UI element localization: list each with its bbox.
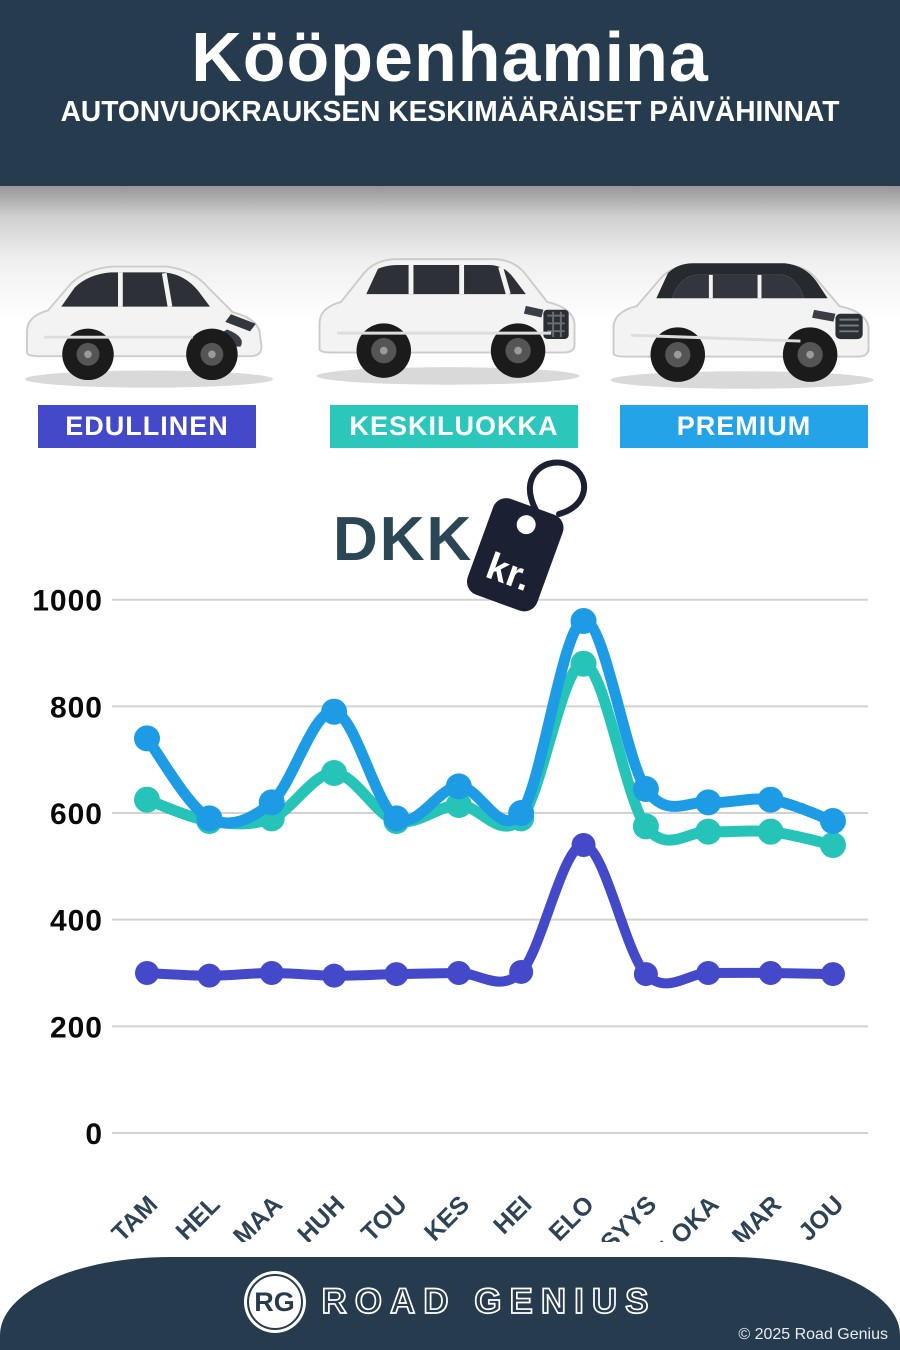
x-month-label: SYYS [595, 1190, 662, 1242]
logo-monogram: RG [254, 1286, 295, 1317]
budget-hatchback-image [25, 265, 273, 388]
data-point-premium [445, 773, 472, 800]
premium-suv-image [610, 263, 874, 389]
data-point-premium [632, 776, 659, 803]
midsize-suv-image [316, 258, 580, 385]
currency-logo: DKK kr. [325, 452, 605, 617]
data-point-premium [383, 805, 410, 832]
price-chart-svg: 0 200 400 600 800 1000 TAM HEL MAA HUH TOU KES HEI EL… [32, 585, 868, 1260]
y-tick-label: 1000 [32, 585, 103, 618]
data-point-premium [757, 786, 784, 813]
data-point-keskiluokka [445, 792, 472, 819]
price-tag-icon: kr. [466, 459, 588, 612]
x-month-label: HEI [488, 1190, 537, 1239]
y-tick-label: 800 [50, 691, 103, 724]
x-month-label: JOU [793, 1190, 849, 1242]
y-tick-label: 600 [50, 798, 103, 831]
data-point-edullinen [384, 962, 409, 987]
data-point-premium [570, 608, 597, 635]
data-point-edullinen [696, 961, 721, 986]
data-point-keskiluokka [321, 760, 348, 787]
data-point-edullinen [509, 959, 534, 984]
car-stage [0, 186, 900, 402]
data-point-premium [819, 808, 846, 835]
y-tick-label: 200 [50, 1011, 103, 1044]
data-point-keskiluokka [134, 786, 160, 813]
x-month-label: LOKA [655, 1190, 725, 1242]
data-point-edullinen [758, 961, 783, 986]
page-title: Kööpenhamina [191, 18, 709, 96]
data-point-edullinen [135, 961, 159, 986]
header-banner: Kööpenhamina AUTONVUOKRAUKSEN KESKIMÄÄRÄ… [0, 0, 900, 186]
data-point-premium [695, 789, 722, 816]
road-genius-logo-icon: RG [243, 1271, 306, 1333]
x-month-label: ELO [544, 1190, 600, 1242]
x-month-label: MAA [228, 1190, 288, 1242]
data-point-premium [258, 789, 285, 816]
data-point-keskiluokka [819, 832, 846, 859]
x-month-label: TOU [356, 1190, 413, 1242]
badge-edullinen-label: EDULLINEN [65, 411, 229, 441]
data-point-edullinen [197, 963, 222, 988]
data-point-edullinen [633, 962, 658, 987]
x-month-label: HEL [170, 1190, 225, 1242]
x-month-label: KES [419, 1190, 475, 1242]
series-line-edullinen [142, 839, 838, 989]
data-point-edullinen [322, 963, 347, 988]
x-month-label: MAR [727, 1190, 787, 1242]
data-point-keskiluokka [570, 650, 597, 677]
data-point-edullinen [820, 962, 845, 987]
badge-keskiluokka-label: KESKILUOKKA [349, 411, 559, 441]
copyright-text: © 2025 Road Genius [738, 1326, 888, 1343]
data-point-keskiluokka [695, 818, 722, 845]
y-tick-label: 0 [85, 1118, 103, 1151]
data-point-keskiluokka [632, 813, 659, 840]
currency-code: DKK [333, 505, 474, 574]
brand-name: ROAD GENIUS [321, 1281, 657, 1322]
data-point-premium [321, 698, 348, 725]
x-month-label: HUH [292, 1190, 350, 1242]
data-point-edullinen [446, 961, 471, 986]
x-month-label: TAM [106, 1190, 163, 1242]
footer-banner: RG ROAD GENIUS © 2025 Road Genius [0, 1257, 900, 1350]
badge-keskiluokka: KESKILUOKKA [330, 405, 578, 448]
data-point-premium [196, 805, 223, 832]
badge-edullinen: EDULLINEN [38, 405, 256, 448]
badge-premium-label: PREMIUM [676, 411, 812, 441]
page-subtitle: AUTONVUOKRAUKSEN KESKIMÄÄRÄISET PÄIVÄHIN… [60, 96, 840, 128]
price-chart: 0 200 400 600 800 1000 TAM HEL MAA HUH TOU KES HEI EL… [0, 572, 900, 1260]
series-line-premium [141, 615, 839, 829]
footer-brand: RG ROAD GENIUS [0, 1271, 900, 1333]
data-point-premium [134, 725, 160, 752]
y-tick-label: 400 [50, 905, 103, 938]
data-point-keskiluokka [757, 818, 784, 845]
data-point-premium [508, 800, 535, 827]
badge-premium: PREMIUM [620, 405, 868, 448]
data-point-edullinen [571, 833, 596, 858]
data-point-edullinen [259, 961, 284, 986]
